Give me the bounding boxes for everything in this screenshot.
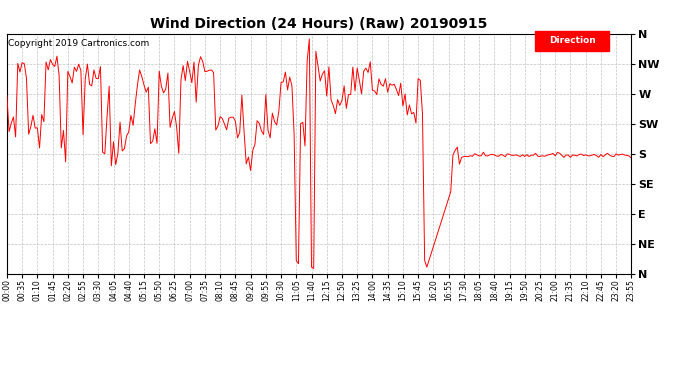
Text: Direction: Direction — [549, 36, 595, 45]
Title: Wind Direction (24 Hours) (Raw) 20190915: Wind Direction (24 Hours) (Raw) 20190915 — [150, 17, 488, 31]
Text: Copyright 2019 Cartronics.com: Copyright 2019 Cartronics.com — [8, 39, 149, 48]
FancyBboxPatch shape — [535, 32, 609, 51]
